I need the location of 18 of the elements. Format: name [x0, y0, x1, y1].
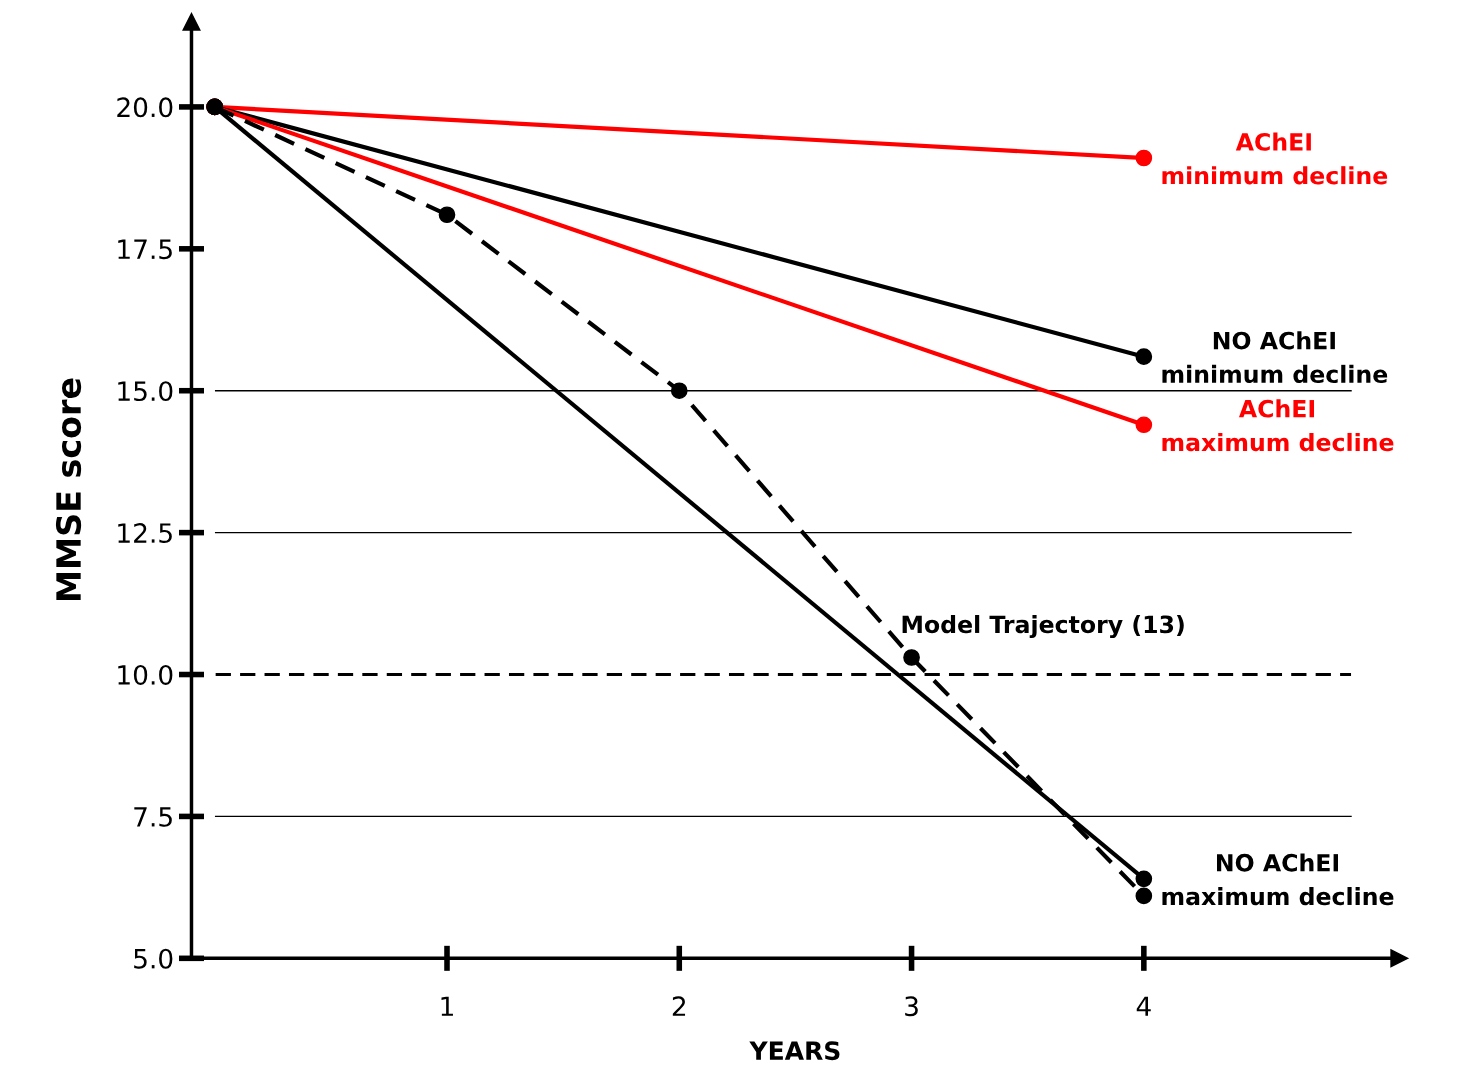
series-label: NO AChEI maximum decline	[1162, 853, 1394, 906]
x-tick-label: 4	[1136, 996, 1151, 1016]
series-label: AChEI maximum decline	[1162, 399, 1394, 452]
y-tick-label: 10.0	[118, 664, 173, 685]
y-tick-label: 20.0	[117, 97, 173, 118]
x-axis-title: YEARS	[749, 1041, 840, 1061]
y-tick-label: 17.5	[118, 239, 172, 260]
y-tick-label: 7.5	[134, 807, 172, 827]
series-label: AChEI minimum decline	[1162, 132, 1388, 185]
x-tick-label: 3	[905, 996, 918, 1017]
y-tick-label: 5.0	[134, 948, 173, 969]
y-tick-label: 15.0	[118, 381, 173, 402]
y-tick-label: 12.5	[118, 523, 172, 544]
series-label: Model Trajectory (13)	[902, 615, 1184, 639]
x-tick-label: 1	[441, 996, 453, 1016]
y-axis-title: MMSE score	[55, 378, 82, 601]
x-tick-label: 2	[672, 996, 686, 1016]
series-label: NO AChEI minimum decline	[1162, 331, 1388, 384]
